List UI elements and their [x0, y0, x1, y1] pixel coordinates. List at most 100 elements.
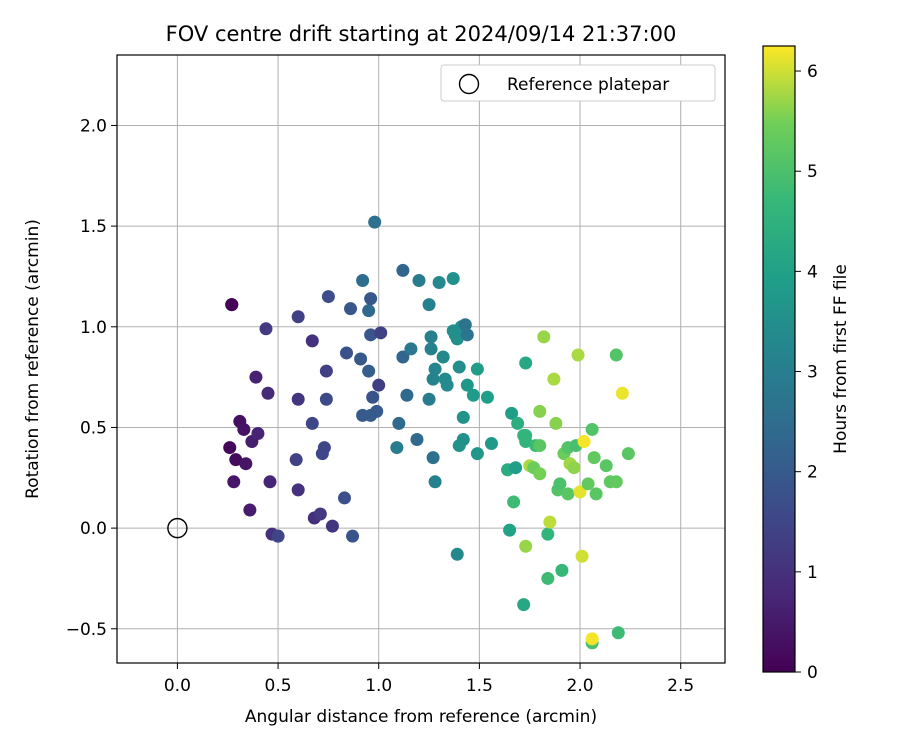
scatter-point [511, 416, 525, 430]
grid [117, 55, 725, 663]
scatter-point [446, 271, 460, 285]
scatter-point [289, 453, 303, 467]
scatter-point [261, 386, 275, 400]
scatter-point [480, 390, 494, 404]
scatter-point [452, 360, 466, 374]
x-axis: 0.0 0.5 1.0 1.5 2.0 2.5 [164, 663, 694, 696]
scatter-point [587, 451, 601, 465]
scatter-point [321, 290, 335, 304]
scatter-point [519, 429, 533, 443]
scatter-point [364, 292, 378, 306]
scatter-point [581, 477, 595, 491]
scatter-point [237, 422, 251, 436]
colorbar-gradient [762, 45, 796, 673]
scatter-point [305, 416, 319, 430]
scatter-point [466, 388, 480, 402]
scatter-point [549, 416, 563, 430]
colorbar-tick-label: 1 [807, 563, 818, 583]
scatter-point [553, 477, 567, 491]
scatter-point [366, 390, 380, 404]
colorbar-tick-label: 0 [807, 663, 818, 683]
colorbar-tick-label: 6 [807, 62, 818, 82]
scatter-point [541, 527, 555, 541]
scatter-point [243, 503, 257, 517]
scatter-point [337, 491, 351, 505]
x-axis-label: Angular distance from reference (arcmin) [245, 707, 597, 727]
scatter-point [621, 447, 635, 461]
scatter-point [404, 342, 418, 356]
y-tick-label: 0.0 [80, 519, 107, 539]
x-tick-label: 0.5 [265, 676, 292, 696]
scatter-point [541, 571, 555, 585]
scatter-point [577, 435, 591, 449]
scatter-point [458, 318, 472, 332]
scatter-point [460, 378, 474, 392]
scatter-point [571, 348, 585, 362]
legend-entry-reference-platepar: Reference platepar [507, 75, 669, 95]
scatter-point [561, 487, 575, 501]
y-axis-label: Rotation from reference (arcmin) [23, 219, 43, 499]
x-tick-label: 0.0 [164, 676, 191, 696]
scatter-point [223, 441, 237, 455]
x-tick-label: 2.0 [567, 676, 594, 696]
y-tick-label: 2.0 [80, 116, 107, 136]
scatter-point [440, 378, 454, 392]
scatter-point [368, 215, 382, 229]
scatter-point [271, 529, 285, 543]
scatter-point [422, 298, 436, 312]
scatter-point [426, 372, 440, 386]
scatter-point [585, 422, 599, 436]
x-tick-label: 1.5 [466, 676, 493, 696]
scatter-point [575, 549, 589, 563]
scatter-point [325, 519, 339, 533]
scatter-point [543, 515, 557, 529]
points-layer [223, 215, 635, 650]
x-tick-label: 1.0 [365, 676, 392, 696]
scatter-point [519, 539, 533, 553]
scatter-point [263, 475, 277, 489]
scatter-point [291, 483, 305, 497]
x-tick-label: 2.5 [667, 676, 694, 696]
legend: Reference platepar [440, 64, 716, 102]
scatter-point [239, 457, 253, 471]
scatter-point [555, 563, 569, 577]
scatter-point [589, 487, 603, 501]
scatter-point [470, 362, 484, 376]
scatter-point [615, 386, 629, 400]
scatter-point [436, 350, 450, 364]
scatter-point [585, 632, 599, 646]
scatter-point [319, 392, 333, 406]
scatter-point [396, 263, 410, 277]
reference-platepar-marker [167, 517, 188, 539]
y-tick-label: 0.5 [80, 418, 107, 438]
scatter-point [533, 467, 547, 481]
scatter-point [470, 447, 484, 461]
scatter-point [422, 392, 436, 406]
scatter-point [251, 426, 265, 440]
scatter-point [567, 461, 581, 475]
scatter-point [305, 334, 319, 348]
scatter-point [484, 437, 498, 451]
scatter-point [317, 441, 331, 455]
scatter-point [362, 364, 376, 378]
scatter-point [291, 310, 305, 324]
scatter-point [370, 404, 384, 418]
scatter-point [340, 346, 354, 360]
scatter-point [517, 598, 531, 612]
scatter-point [609, 475, 623, 489]
scatter-point [573, 485, 587, 499]
scatter-point [424, 342, 438, 356]
scatter-point [611, 626, 625, 640]
scatter-point [505, 406, 519, 420]
colorbar: 0 1 2 3 4 5 6 Hours from first FF file [762, 45, 851, 683]
scatter-point [424, 330, 438, 344]
scatter-point [362, 304, 376, 318]
scatter-point [356, 273, 370, 287]
legend-marker-open-circle [458, 73, 480, 95]
scatter-point [410, 433, 424, 447]
y-tick-label: 1.5 [80, 217, 107, 237]
y-tick-label: 1.0 [80, 318, 107, 338]
scatter-point [537, 330, 551, 344]
scatter-point [456, 433, 470, 447]
